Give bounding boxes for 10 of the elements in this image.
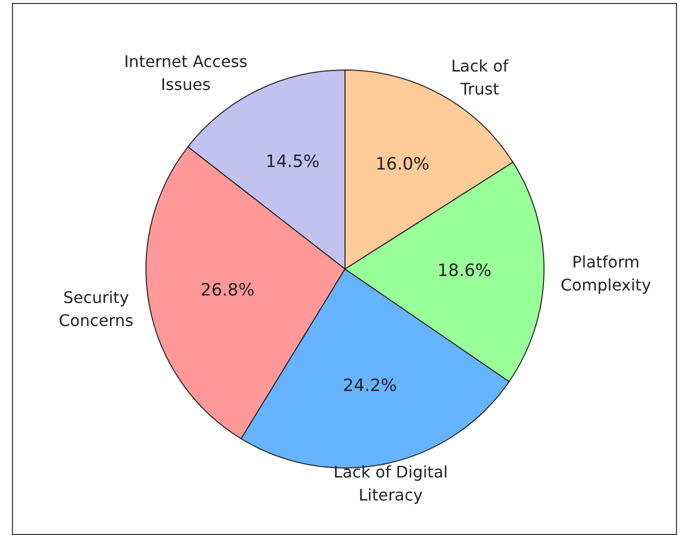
slice-label: Platform Complexity <box>560 252 652 294</box>
slice-label: Lack of Digital Literacy <box>334 462 448 504</box>
slice-label: Security Concerns <box>58 287 134 330</box>
data-label: 26.8% <box>200 280 255 300</box>
data-label: 16.0% <box>375 154 430 174</box>
data-label: 24.2% <box>342 376 397 396</box>
data-label: 18.6% <box>437 261 492 282</box>
slice-label: Lack of Trust <box>451 56 509 98</box>
slice-label: Internet Access Issues <box>124 51 248 94</box>
data-label: 14.5% <box>266 152 320 172</box>
